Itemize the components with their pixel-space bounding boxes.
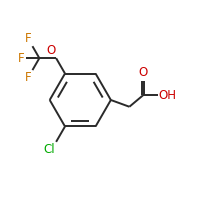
Text: F: F: [18, 52, 25, 65]
Text: O: O: [138, 66, 148, 79]
Text: F: F: [25, 71, 32, 84]
Text: Cl: Cl: [44, 143, 55, 156]
Text: F: F: [25, 32, 32, 45]
Text: OH: OH: [159, 89, 177, 102]
Text: O: O: [46, 44, 55, 57]
